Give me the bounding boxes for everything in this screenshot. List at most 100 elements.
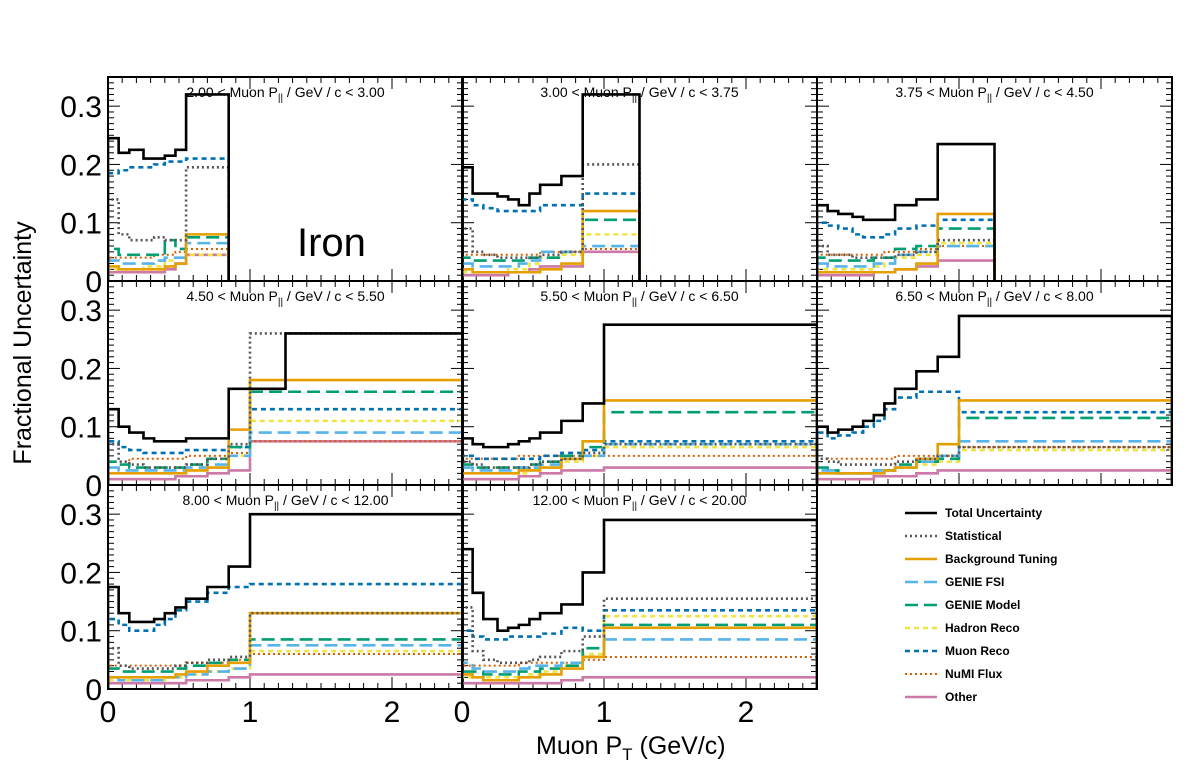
series-line-other [108,673,463,689]
series-line-other [108,439,463,485]
series-line-statistical [462,163,641,281]
legend-item-genie-fsi: GENIE FSI [905,575,1004,589]
series-line-other [462,676,817,689]
panel-series [462,323,817,485]
panel-6: 6.50 < Muon P|| / GeV / c < 8.00 [816,280,1173,486]
series-line-statistical [108,332,463,485]
legend-item-other: Other [905,690,977,704]
legend-label: NuMI Flux [945,667,1003,681]
panel-frame [107,484,464,690]
y-tick-label: 0.2 [60,557,102,590]
series-line-genie-fsi [108,431,463,485]
series-line-genie-model [817,416,1172,485]
series-line-background-tuning [817,399,1172,485]
series-line-background-tuning [462,626,817,689]
x-tick-label: 0 [100,696,117,729]
series-line-other [462,250,641,281]
series-line-total-uncertainty [817,314,1172,485]
x-tick-label: 0 [454,696,471,729]
panel-series [108,93,230,281]
series-line-statistical [108,166,230,281]
legend-label: Muon Reco [945,644,1010,658]
legend-item-total-uncertainty: Total Uncertainty [905,506,1042,520]
series-line-other [462,466,817,485]
legend-label: Hadron Reco [945,621,1020,635]
y-tick-label: 0.3 [60,499,102,532]
panel-series [108,512,463,689]
panel-series [108,332,463,485]
material-label: Iron [297,221,366,265]
legend: Total Uncertainty Statistical Background T… [905,506,1057,704]
x-tick-label: 2 [738,696,755,729]
series-line-statistical [817,445,1172,485]
series-line-background-tuning [108,611,463,689]
legend-label: GENIE Model [945,598,1020,612]
series-line-statistical [462,597,817,689]
series-line-hadron-reco [462,614,817,689]
series-line-background-tuning [108,378,463,485]
series-line-hadron-reco [108,253,230,281]
panel-title: 2.00 < Muon P|| / GeV / c < 3.00 [186,84,384,104]
series-line-background-tuning [108,233,230,281]
panel-ticks [461,484,818,690]
y-tick-labels: 00.10.20.300.10.20.300.10.20.3 [60,91,102,707]
y-tick-label: 0 [85,470,102,503]
panel-series [462,518,817,689]
series-line-muon-reco [817,390,1172,485]
panel-7: 8.00 < Muon P|| / GeV / c < 12.00 [107,484,464,690]
legend-item-background-tuning: Background Tuning [905,552,1057,566]
panel-title: 3.00 < Muon P|| / GeV / c < 3.75 [540,84,738,104]
y-tick-label: 0.3 [60,295,102,328]
series-line-genie-model [108,235,230,281]
panel-title: 4.50 < Muon P|| / GeV / c < 5.50 [186,288,384,308]
panel-ticks [107,484,464,690]
y-tick-label: 0 [85,674,102,707]
legend-item-genie-model: GENIE Model [905,598,1020,612]
panel-3: 3.75 < Muon P|| / GeV / c < 4.50 [816,76,1173,282]
y-tick-label: 0 [85,266,102,299]
panel-title: 6.50 < Muon P|| / GeV / c < 8.00 [895,288,1093,308]
legend-item-statistical: Statistical [905,529,1002,543]
panel-5: 5.50 < Muon P|| / GeV / c < 6.50 [461,280,818,486]
panel-title: 3.75 < Muon P|| / GeV / c < 4.50 [895,84,1093,104]
panel-ticks [461,280,818,486]
legend-label: Total Uncertainty [945,506,1042,520]
y-tick-label: 0.1 [60,616,102,649]
series-line-numi-flux [817,245,996,281]
panel-ticks [107,76,464,282]
series-line-background-tuning [817,212,996,281]
series-line-genie-model [108,390,463,485]
series-line-total-uncertainty [462,518,817,689]
series-line-genie-model [462,218,641,281]
series-line-other [108,253,230,281]
x-tick-label: 2 [384,696,401,729]
series-line-muon-reco [108,582,463,689]
panel-title: 12.00 < Muon P|| / GeV / c < 20.00 [533,492,747,512]
panel-4: 4.50 < Muon P|| / GeV / c < 5.50 [107,280,464,486]
series-line-total-uncertainty [108,93,230,281]
panel-title: 8.00 < Muon P|| / GeV / c < 12.00 [183,492,389,512]
series-line-genie-model [462,623,817,689]
y-tick-label: 0.2 [60,149,102,182]
y-tick-label: 0.1 [60,208,102,241]
y-tick-label: 0.3 [60,91,102,124]
panel-series [462,93,641,281]
series-line-muon-reco [462,192,641,281]
series-line-background-tuning [462,399,817,485]
series-line-total-uncertainty [817,142,996,281]
panel-title: 5.50 < Muon P|| / GeV / c < 6.50 [540,288,738,308]
series-line-genie-fsi [108,241,230,281]
series-line-total-uncertainty [108,332,463,485]
panel-frame [461,484,818,690]
series-line-background-tuning [462,209,641,281]
series-line-muon-reco [108,157,230,281]
y-tick-label: 0.1 [60,412,102,445]
series-line-statistical [108,611,463,689]
legend-label: Background Tuning [945,552,1057,566]
series-line-numi-flux [817,446,1172,485]
x-tick-label: 1 [242,696,259,729]
series-line-genie-model [108,638,463,689]
panel-frame [461,280,818,486]
legend-item-muon-reco: Muon Reco [905,644,1010,658]
